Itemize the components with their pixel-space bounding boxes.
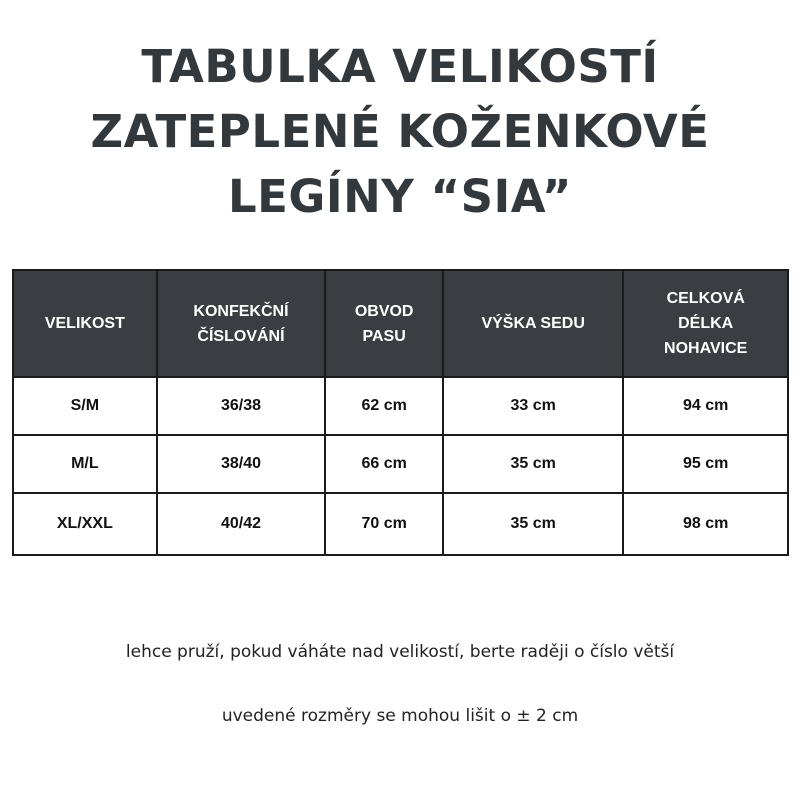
page-title: TABULKA VELIKOSTÍ ZATEPLENÉ KOŽENKOVÉ LE…	[0, 34, 800, 229]
table-cell: 70 cm	[324, 492, 444, 556]
table-cell: M/L	[12, 434, 158, 494]
header-konfekcni-cislovani: KONFEKČNÍ ČÍSLOVÁNÍ	[155, 269, 327, 378]
note-tolerance: uvedené rozměry se mohou lišit o ± 2 cm	[221, 706, 579, 726]
header-obvod-pasu: OBVOD PASU	[324, 269, 444, 378]
title-line: ZATEPLENÉ KOŽENKOVÉ	[90, 105, 710, 158]
title-line: LEGÍNY “SIA”	[227, 170, 572, 223]
title-line: TABULKA VELIKOSTÍ	[141, 40, 659, 93]
header-vyska-sedu: VÝŠKA SEDU	[441, 269, 625, 378]
table-cell: 66 cm	[324, 434, 444, 494]
table-cell: S/M	[12, 376, 158, 436]
note-stretch: lehce pruží, pokud váháte nad velikostí,…	[125, 642, 675, 662]
table-cell: 98 cm	[622, 492, 789, 556]
table-cell: 35 cm	[441, 434, 625, 494]
size-table: VELIKOST KONFEKČNÍ ČÍSLOVÁNÍ OBVOD PASU VÝ…	[12, 269, 789, 556]
table-cell: 40/42	[155, 492, 327, 556]
header-velikost: VELIKOST	[12, 269, 158, 378]
table-cell: 94 cm	[622, 376, 789, 436]
table-row: XL/XXL 40/42 70 cm 35 cm 98 cm	[12, 492, 789, 556]
table-cell: XL/XXL	[12, 492, 158, 556]
table-cell: 95 cm	[622, 434, 789, 494]
table-cell: 35 cm	[441, 492, 625, 556]
table-cell: 36/38	[155, 376, 327, 436]
table-row: S/M 36/38 62 cm 33 cm 94 cm	[12, 376, 789, 436]
table-cell: 38/40	[155, 434, 327, 494]
table-header-row: VELIKOST KONFEKČNÍ ČÍSLOVÁNÍ OBVOD PASU VÝ…	[12, 269, 789, 378]
table-cell: 33 cm	[441, 376, 625, 436]
table-row: M/L 38/40 66 cm 35 cm 95 cm	[12, 434, 789, 494]
table-cell: 62 cm	[324, 376, 444, 436]
header-celkova-delka: CELKOVÁ DÉLKA NOHAVICE	[622, 269, 789, 378]
